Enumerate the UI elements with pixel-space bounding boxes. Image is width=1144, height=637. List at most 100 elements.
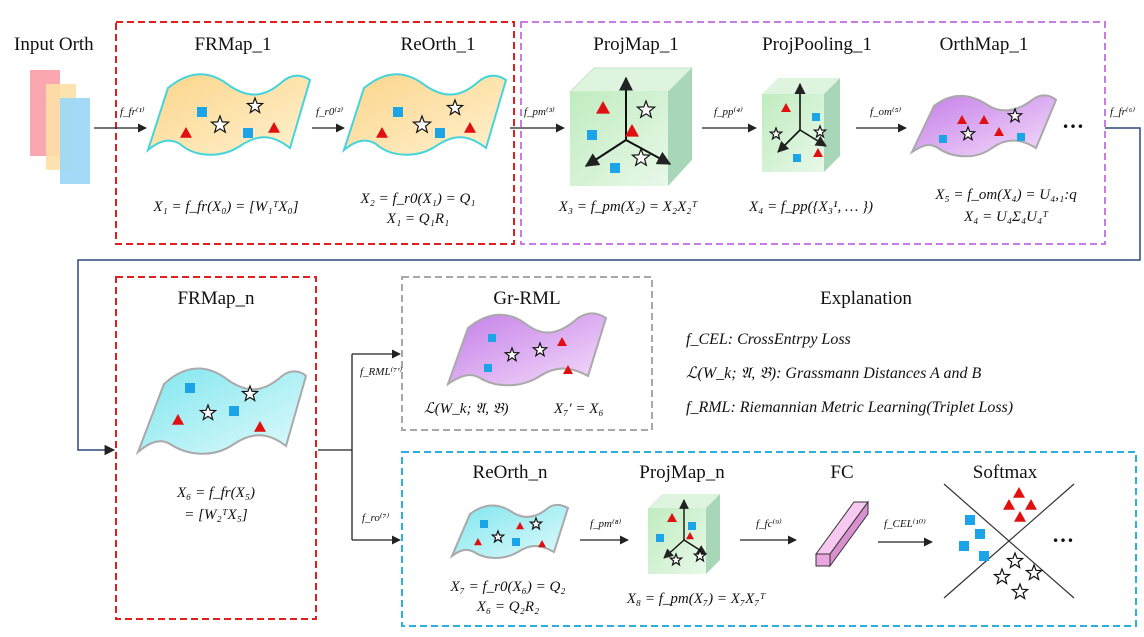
star-marker <box>1010 582 1030 600</box>
eq-x5b: X₄ = U₄Σ₄U₄ᵀ <box>963 209 1049 225</box>
markers <box>172 96 1044 600</box>
explanation-grassmann: ℒ(W_k; 𝔄, 𝔅): Grassmann Distances A and … <box>686 365 982 382</box>
triangle-marker <box>1025 499 1037 510</box>
square-marker <box>656 534 664 542</box>
fn-f7: f_ro⁽⁷⁾ <box>362 512 390 524</box>
title-projpool1: ProjPooling_1 <box>762 34 872 55</box>
cube-projpool1 <box>762 78 840 172</box>
star-marker <box>503 346 521 363</box>
axes-projpool1 <box>777 82 827 153</box>
square-marker <box>965 515 975 525</box>
fn-f9: f_fc⁽⁹⁾ <box>756 518 782 530</box>
loop-connector <box>77 127 1141 456</box>
triangle-marker <box>254 421 266 432</box>
triangle-marker <box>172 414 184 425</box>
manifold-reorthn <box>449 503 570 560</box>
fn-f1: f_fr⁽¹⁾ <box>120 106 145 118</box>
frmapn-box <box>115 276 317 620</box>
eq-x2a: X₂ = f_r0(X₁) = Q₁ <box>360 191 476 207</box>
manifold-frmap1 <box>145 73 312 156</box>
triangle-marker <box>957 115 967 124</box>
triangle-marker <box>1003 499 1015 510</box>
square-marker <box>488 334 496 342</box>
output-group-box <box>401 451 1137 627</box>
eq-loss: ℒ(W_k; 𝔄, 𝔅) <box>424 401 509 417</box>
triangle-marker <box>557 337 567 346</box>
title-softmax: Softmax <box>972 462 1038 483</box>
star-marker <box>692 548 708 563</box>
fn-f10: f_CEL⁽¹⁰⁾ <box>884 518 926 530</box>
star-marker <box>531 341 549 358</box>
triangle-marker <box>180 127 192 138</box>
fn-f3: f_pm⁽³⁾ <box>524 106 555 118</box>
square-marker <box>435 128 445 138</box>
manifold-orthmap1 <box>909 94 1058 158</box>
square-marker <box>975 529 985 539</box>
eq-x4: X₄ = f_pp({X₃¹, … }) <box>748 199 874 215</box>
eq-x6b: = [W₂ᵀX₅] <box>184 507 248 523</box>
title-reorthn: ReOrth_n <box>472 462 548 483</box>
title-frmapn: FRMap_n <box>177 288 255 309</box>
input-stack <box>30 70 90 184</box>
triangle-marker <box>474 538 482 546</box>
explanation-rml: f_RML: Riemannian Metric Learning(Triple… <box>686 399 1014 416</box>
square-marker <box>812 113 820 121</box>
title-reorth1: ReOrth_1 <box>400 34 476 55</box>
square-marker <box>793 154 801 162</box>
square-marker <box>229 406 239 416</box>
square-marker <box>243 128 253 138</box>
title-explanation: Explanation <box>820 288 912 309</box>
fn-f5: f_om⁽⁵⁾ <box>870 106 902 118</box>
eq-x8: X₈ = f_pm(X₇) = X₇X₇ᵀ <box>626 591 766 607</box>
title-frmap1: FRMap_1 <box>194 34 272 55</box>
eq-x1: X₁ = f_fr(X₀) = [W₁ᵀX₀] <box>153 199 299 215</box>
manifold-reorth1 <box>341 73 508 156</box>
triangle-marker <box>1013 487 1025 498</box>
triangle-marker <box>376 127 388 138</box>
square-marker <box>688 522 696 530</box>
square-marker <box>480 520 488 528</box>
eq-x5a: X₅ = f_om(X₄) = U₄,₁:q <box>935 187 1077 203</box>
input-label: Input Orth <box>14 34 94 55</box>
eq-x7p: X₇′ = X₆ <box>554 401 604 417</box>
title-projmap1: ProjMap_1 <box>593 34 679 55</box>
star-marker <box>635 99 657 119</box>
triangle-marker <box>813 148 823 157</box>
star-marker <box>198 403 218 421</box>
fn-f7p: f_RML⁽⁷′⁾ <box>360 366 403 378</box>
star-marker <box>768 126 784 141</box>
star-marker <box>445 98 465 116</box>
grrml-box <box>401 276 653 431</box>
square-marker <box>512 538 520 546</box>
softmax-partition <box>943 483 1075 599</box>
square-marker <box>979 551 989 561</box>
triangle-marker <box>667 513 677 522</box>
fn-f8: f_pm⁽⁸⁾ <box>590 518 622 530</box>
square-marker <box>484 364 492 372</box>
eq-x7a: X₇ = f_r0(X₆) = Q₂ <box>450 579 566 595</box>
square-marker <box>939 135 947 143</box>
flow-arrows <box>94 123 933 547</box>
star-marker <box>630 147 652 167</box>
frmap1-box <box>115 21 515 245</box>
star-marker <box>668 552 684 567</box>
triangle-marker <box>994 127 1004 136</box>
triangle-marker <box>1014 511 1026 522</box>
star-marker <box>1005 551 1025 569</box>
star-marker <box>411 114 433 134</box>
triangle-marker <box>781 103 791 112</box>
square-marker <box>959 541 969 551</box>
eq-x7b: X₆ = Q₂R₂ <box>476 599 540 615</box>
axes-projmapn <box>663 499 707 559</box>
explanation-cel: f_CEL: CrossEntrpy Loss <box>686 331 851 348</box>
projmap-group-box <box>520 21 1106 245</box>
square-marker <box>587 130 597 140</box>
star-marker <box>1006 107 1024 124</box>
square-marker <box>197 107 207 117</box>
triangle-marker <box>464 122 476 133</box>
square-marker <box>185 383 195 393</box>
eq-x6a: X₆ = f_fr(X₅) <box>176 485 256 501</box>
manifold-grrml <box>446 312 608 387</box>
title-projmapn: ProjMap_n <box>639 462 725 483</box>
